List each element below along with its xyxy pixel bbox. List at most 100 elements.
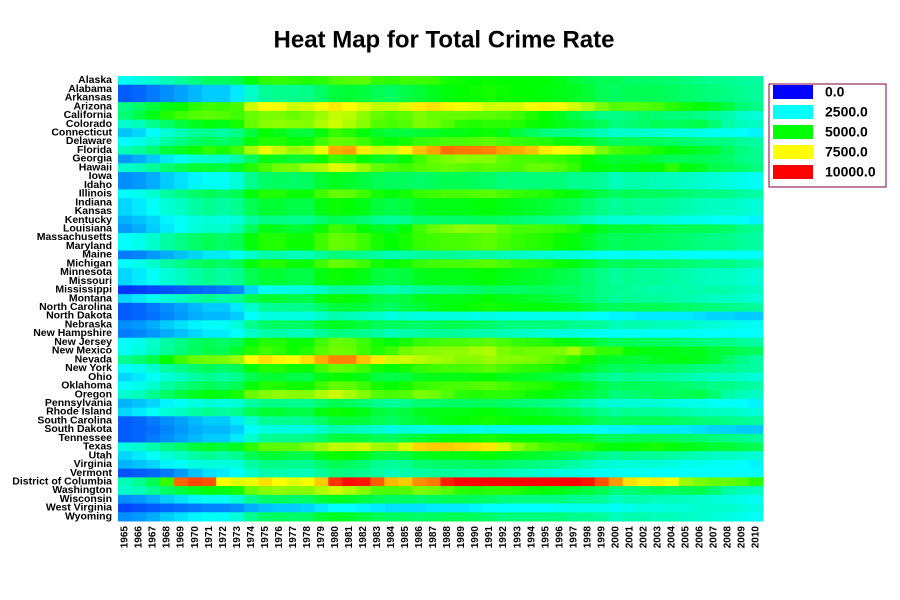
heat-cell xyxy=(496,198,512,208)
heat-cell xyxy=(538,320,554,330)
heat-cell xyxy=(510,294,526,304)
heat-cell xyxy=(524,416,540,426)
heat-cell xyxy=(188,346,203,356)
heat-cell xyxy=(356,198,371,208)
heat-cell xyxy=(622,198,638,208)
heat-cell xyxy=(552,355,568,365)
heat-cell xyxy=(398,163,413,173)
heat-cell xyxy=(510,398,526,409)
heat-cell xyxy=(650,390,666,400)
heat-cell xyxy=(216,433,231,443)
heat-cell xyxy=(272,154,287,164)
heat-cell xyxy=(538,241,554,252)
y-tick-label: Rhode Island xyxy=(46,406,112,418)
heat-cell xyxy=(510,224,526,234)
heat-cell xyxy=(342,355,357,365)
heat-cell xyxy=(538,294,554,304)
heat-cell xyxy=(468,145,484,156)
heat-cell xyxy=(748,110,764,121)
heat-cell xyxy=(426,477,441,487)
heat-cell xyxy=(706,398,722,409)
heat-cell xyxy=(496,425,512,435)
heat-cell xyxy=(258,503,273,513)
heat-cell xyxy=(664,259,680,269)
heat-cell xyxy=(216,425,231,435)
heat-cell xyxy=(510,407,526,417)
heat-cell xyxy=(440,259,456,269)
heat-cell xyxy=(692,459,708,470)
heat-cell xyxy=(538,311,554,321)
heat-cell xyxy=(622,390,638,400)
heat-cell xyxy=(230,119,245,129)
heat-cell xyxy=(342,416,357,426)
legend-label: 0.0 xyxy=(825,84,845,100)
heat-cell xyxy=(608,206,624,217)
heat-cell xyxy=(300,145,315,156)
heat-cell xyxy=(300,128,315,138)
heat-cell xyxy=(468,433,484,443)
heat-cell xyxy=(300,355,315,365)
heat-cell xyxy=(636,233,652,243)
heat-cell xyxy=(398,189,413,199)
heat-cell xyxy=(216,241,231,252)
heat-cell xyxy=(650,459,666,470)
heat-cell xyxy=(384,259,399,269)
heat-cell xyxy=(356,503,371,513)
heat-cell xyxy=(174,180,189,190)
heat-cell xyxy=(440,416,456,426)
heat-cell xyxy=(482,459,498,470)
heat-cell xyxy=(524,189,540,199)
heat-cell xyxy=(524,224,540,234)
heat-cell xyxy=(734,206,750,217)
heat-cell xyxy=(650,494,666,505)
heat-cell xyxy=(440,119,456,129)
heat-cell xyxy=(426,180,441,190)
heat-cell xyxy=(286,259,301,269)
heat-cell xyxy=(636,442,652,452)
heat-cell xyxy=(160,241,175,252)
heat-cell xyxy=(440,503,456,513)
heat-cell xyxy=(370,241,385,252)
heat-cell xyxy=(286,407,301,417)
heat-cell xyxy=(202,398,217,409)
heat-cell xyxy=(132,84,147,94)
heat-cell xyxy=(706,337,722,347)
x-tick-label: 2003 xyxy=(652,526,663,549)
heat-cell xyxy=(426,259,441,269)
heat-cell xyxy=(608,250,624,260)
heat-cell xyxy=(412,110,427,121)
heat-cell xyxy=(328,285,343,295)
heat-cell xyxy=(440,224,456,234)
heat-cell xyxy=(468,285,484,295)
heat-cell xyxy=(132,137,147,147)
heat-cell xyxy=(426,416,441,426)
heat-cell xyxy=(426,84,441,94)
heat-cell xyxy=(552,206,568,217)
heat-cell xyxy=(230,372,245,382)
heat-cell xyxy=(230,355,245,365)
heat-cell xyxy=(272,337,287,347)
heat-cell xyxy=(454,512,470,522)
heat-cell xyxy=(356,416,371,426)
heat-cell xyxy=(328,119,343,129)
heat-cell xyxy=(482,477,498,487)
heat-cell xyxy=(538,110,554,121)
heat-cell xyxy=(552,512,568,522)
heat-cell xyxy=(706,329,722,339)
heat-cell xyxy=(188,302,203,313)
heat-cell xyxy=(706,311,722,321)
heat-cell xyxy=(132,337,147,347)
heat-cell xyxy=(608,311,624,321)
heat-cell xyxy=(286,76,301,86)
heat-cell xyxy=(552,137,568,147)
heat-cell xyxy=(636,84,652,94)
heat-cell xyxy=(664,171,680,182)
heat-cell xyxy=(384,425,399,435)
heat-cell xyxy=(426,93,441,103)
heat-cell xyxy=(622,372,638,382)
heat-cell xyxy=(426,250,441,260)
heat-cell xyxy=(300,224,315,234)
heat-cell xyxy=(440,93,456,103)
heat-cell xyxy=(678,110,694,121)
heat-cell xyxy=(496,233,512,243)
